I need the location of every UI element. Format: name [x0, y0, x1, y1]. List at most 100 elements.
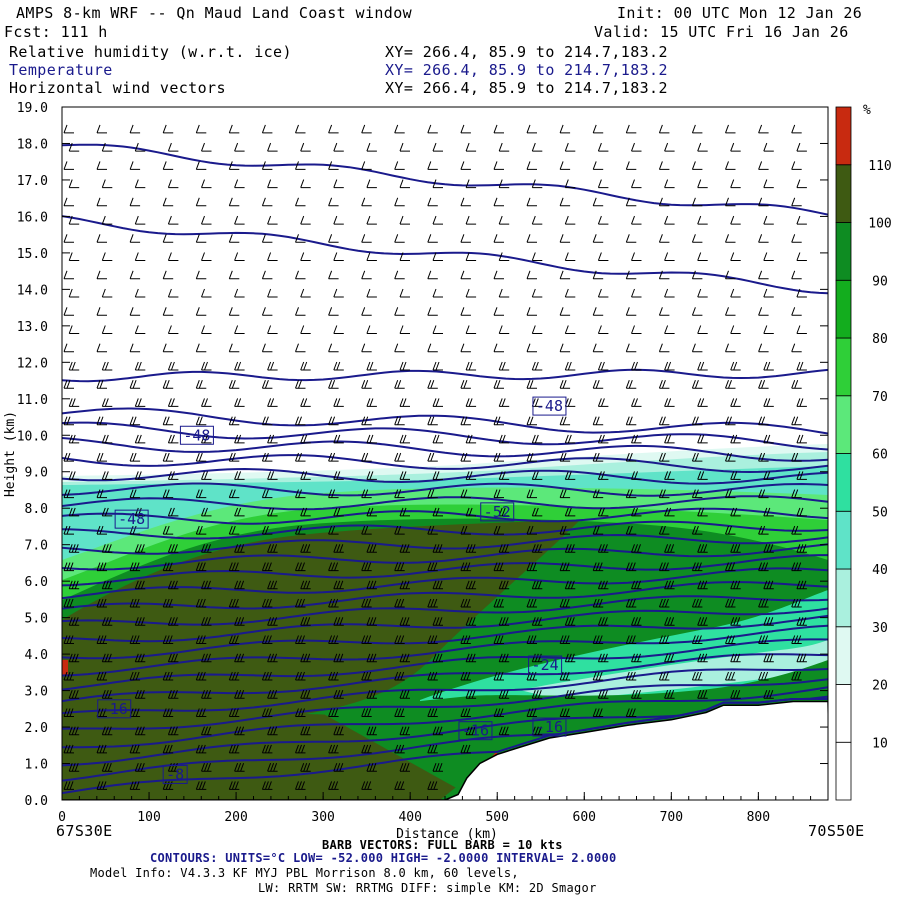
wind-barb	[228, 416, 240, 426]
wind-barb	[559, 671, 571, 681]
wind-barb	[195, 270, 207, 280]
wind-barb	[361, 598, 372, 608]
wind-barb	[592, 489, 604, 499]
wind-barb	[261, 307, 273, 316]
x-tick-label: 500	[485, 810, 508, 825]
wind-barb	[399, 179, 410, 189]
wind-barb	[465, 617, 477, 626]
wind-barb	[134, 288, 146, 298]
wind-barb	[366, 361, 377, 371]
wind-barb	[129, 124, 141, 134]
wind-barb	[295, 452, 306, 462]
wind-barb	[162, 343, 174, 353]
wind-barb	[261, 234, 273, 243]
wind-barb	[664, 471, 675, 480]
wind-barb	[394, 525, 405, 535]
wind-barb	[96, 635, 107, 644]
field-name-temperature: Temperature	[9, 61, 113, 79]
wind-barb	[725, 416, 736, 426]
wind-barb	[526, 307, 537, 316]
wind-barb	[691, 380, 703, 389]
wind-barb	[493, 307, 504, 316]
isotherm-line	[62, 482, 828, 497]
isotherm-line	[62, 495, 828, 511]
wind-barb	[597, 471, 609, 480]
wind-barb	[399, 763, 410, 772]
wind-barb	[267, 142, 278, 152]
wind-barb	[195, 489, 207, 499]
wind-barb	[394, 380, 405, 389]
wind-barb	[460, 270, 471, 280]
wind-barb	[328, 452, 339, 462]
wind-barb	[631, 580, 642, 590]
wind-barb	[333, 653, 344, 663]
wind-barb	[201, 215, 212, 225]
wind-barb	[96, 598, 107, 608]
wind-barb	[691, 161, 703, 170]
wind-barb	[559, 161, 571, 170]
wind-barb	[592, 380, 604, 389]
wind-barb	[432, 653, 443, 663]
svg-text:-16: -16	[536, 718, 563, 736]
wind-barb	[399, 690, 410, 699]
wind-barb	[295, 525, 306, 535]
colorbar-label: 70	[872, 390, 888, 405]
wind-barb	[328, 416, 339, 426]
wind-barb	[399, 325, 410, 334]
wind-barb	[101, 544, 113, 553]
wind-barb	[526, 598, 537, 608]
wind-barb	[361, 124, 372, 134]
wind-barb	[366, 580, 377, 590]
wind-barb	[129, 708, 141, 717]
svg-text:-48: -48	[118, 510, 145, 528]
wind-barb	[267, 215, 278, 225]
wind-barb	[300, 690, 311, 699]
wind-barb	[234, 544, 245, 553]
wind-barb	[300, 215, 311, 225]
wind-barb	[796, 617, 807, 626]
wind-barb	[195, 416, 207, 426]
wind-barb	[162, 598, 174, 608]
wind-barb	[559, 270, 571, 280]
colorbar-box	[835, 222, 852, 281]
wind-barb	[201, 179, 212, 189]
wind-barb	[725, 489, 736, 499]
wind-barb	[129, 197, 141, 207]
wind-barb	[162, 671, 174, 681]
wind-barb	[68, 726, 80, 736]
wind-barb	[361, 671, 372, 681]
wind-barb	[167, 215, 179, 225]
y-tick-label: 2.0	[25, 721, 48, 736]
wind-barb	[201, 617, 212, 626]
wind-barb	[394, 124, 405, 134]
wind-barb	[465, 398, 477, 407]
wind-barb	[328, 671, 339, 681]
wind-barb	[427, 124, 438, 134]
wind-barb	[493, 197, 504, 207]
wind-barb	[559, 598, 571, 608]
wind-barb	[432, 252, 443, 261]
wind-barb	[460, 124, 471, 134]
wind-barb	[631, 288, 642, 298]
y-tick-label: 4.0	[25, 648, 48, 663]
wind-barb	[295, 380, 306, 389]
wind-barb	[201, 361, 212, 371]
wind-barb	[267, 434, 278, 444]
wind-barb	[460, 708, 471, 717]
wind-barb	[295, 562, 306, 572]
wind-barb	[559, 635, 571, 644]
wind-barb	[427, 161, 438, 170]
wind-barb	[427, 270, 438, 280]
wind-barb	[300, 361, 311, 371]
isotherm-line	[62, 437, 828, 462]
wind-barb	[228, 161, 240, 170]
wind-barb	[234, 580, 245, 590]
wind-barb	[234, 325, 245, 334]
wind-barb	[625, 525, 637, 535]
wind-barb	[134, 580, 146, 590]
wind-barb	[96, 708, 107, 717]
wind-barb	[162, 416, 174, 426]
wind-barb	[465, 544, 477, 553]
wind-barb	[725, 343, 736, 353]
wind-barb	[328, 562, 339, 572]
